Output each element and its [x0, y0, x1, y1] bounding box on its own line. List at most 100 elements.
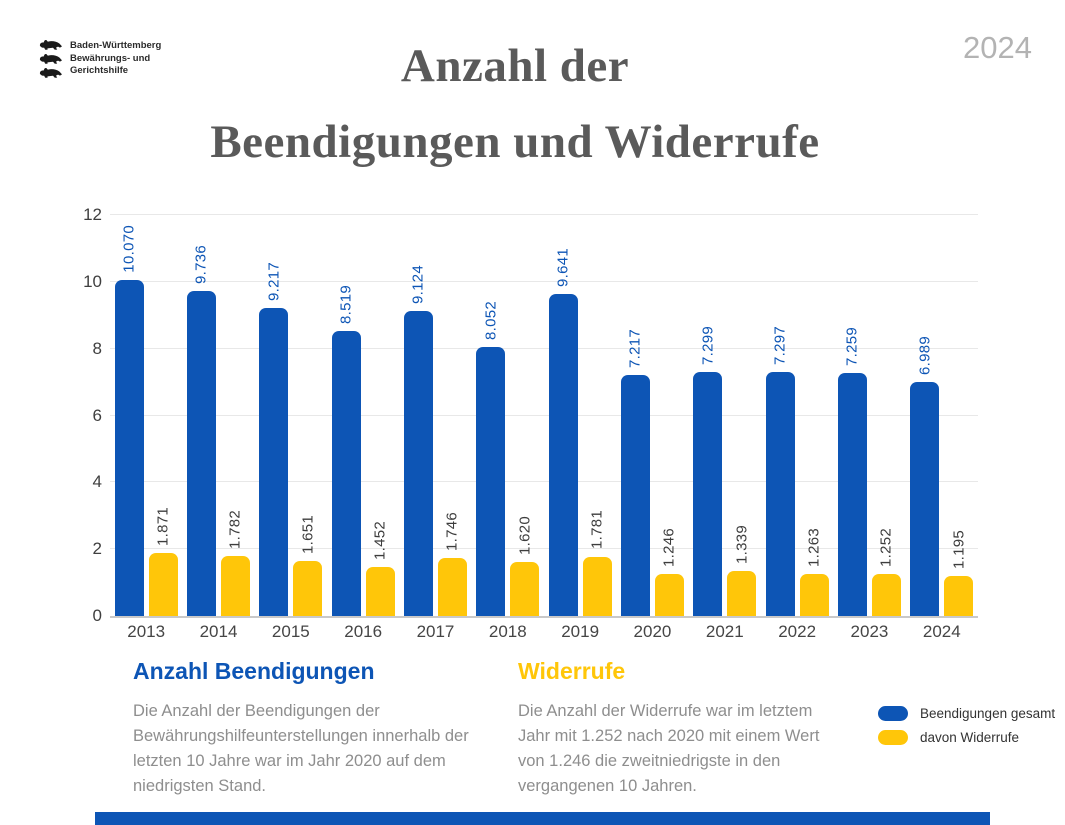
bar-beendigungen-gesamt-2024: 6.989 — [910, 336, 940, 616]
legend-label: Beendigungen gesamt — [920, 706, 1056, 721]
value-label: 1.746 — [443, 511, 461, 551]
gridline — [110, 548, 978, 550]
y-tick-label: 6 — [92, 405, 102, 425]
x-tick-label-2018: 2018 — [488, 622, 527, 641]
value-label: 7.297 — [771, 326, 789, 366]
bar-group-2015: 9.217 1.651 — [255, 215, 327, 616]
y-tick-label: 0 — [92, 606, 102, 625]
section-widerrufe-heading: Widerrufe — [518, 658, 626, 684]
section-widerrufe-body: Die Anzahl der Widerrufe war im letztem … — [518, 702, 820, 795]
value-label: 7.299 — [699, 326, 717, 366]
bar-beendigungen-gesamt-2021: 7.299 — [693, 326, 723, 616]
x-tick-label-2014: 2014 — [199, 622, 238, 641]
x-tick-label-2017: 2017 — [416, 622, 455, 641]
bar-beendigungen-gesamt-2015: 9.217 — [259, 262, 289, 616]
x-tick-label-2015: 2015 — [271, 622, 310, 641]
page-title-line1: Anzahl der — [400, 40, 630, 92]
bar-davon-widerrufe-2015: 1.651 — [293, 515, 323, 616]
x-tick-label-2019: 2019 — [561, 622, 600, 641]
section-beendigungen-heading: Anzahl Beendigungen — [133, 658, 375, 684]
bar-davon-widerrufe-2014: 1.782 — [220, 510, 250, 616]
bar-beendigungen-gesamt-2020: 7.217 — [620, 329, 650, 616]
value-label: 6.989 — [916, 336, 934, 376]
bar-beendigungen-gesamt-2016: 8.519 — [331, 285, 361, 616]
legend-item: davon Widerrufe — [878, 730, 1055, 745]
bar-beendigungen-gesamt-2019: 9.641 — [548, 248, 578, 616]
value-label: 7.259 — [843, 327, 861, 367]
bar-davon-widerrufe-2018: 1.620 — [510, 516, 540, 616]
bar-group-2023: 7.259 1.252 — [833, 215, 905, 616]
plot-area: 10.070 1.871 9.736 1.782 9.217 1.651 8.519 1.45… — [110, 214, 978, 618]
bar-group-2014: 9.736 1.782 — [182, 215, 254, 616]
bar-group-2020: 7.217 1.246 — [616, 215, 688, 616]
section-widerrufe: Widerrufe Die Anzahl der Widerrufe war i… — [518, 658, 834, 799]
value-label: 9.124 — [409, 265, 427, 305]
value-label: 1.651 — [299, 514, 317, 554]
value-label: 7.217 — [626, 328, 644, 368]
logo-line1: Baden-Württemberg — [70, 40, 162, 52]
value-label: 1.252 — [877, 528, 895, 568]
value-label: 1.782 — [226, 510, 244, 550]
bar-group-2019: 9.641 1.781 — [544, 215, 616, 616]
value-label: 9.736 — [192, 244, 210, 284]
value-label: 8.052 — [482, 300, 500, 340]
page-title-line2: Beendigungen und Widerrufe — [210, 116, 820, 168]
x-tick-label-2016: 2016 — [344, 622, 383, 641]
bar-davon-widerrufe-2019: 1.781 — [582, 510, 612, 616]
bar-group-2022: 7.297 1.263 — [761, 215, 833, 616]
logo-line3: Gerichtshilfe — [70, 65, 129, 77]
value-label: 1.263 — [805, 527, 823, 567]
y-tick-label: 4 — [92, 472, 102, 492]
x-tick-label-2022: 2022 — [778, 622, 817, 641]
x-tick-label-2021: 2021 — [705, 622, 744, 641]
bar-davon-widerrufe-2016: 1.452 — [365, 521, 395, 616]
y-tick-label: 2 — [92, 539, 102, 559]
bar-groups: 10.070 1.871 9.736 1.782 9.217 1.651 8.519 1.45… — [110, 215, 978, 616]
bar-group-2013: 10.070 1.871 — [110, 215, 182, 616]
value-label: 1.195 — [950, 530, 968, 570]
bw-logo: Baden-Württemberg Bewährungs- und Gerich… — [38, 38, 161, 80]
gridline — [110, 481, 978, 483]
legend-swatch-icon — [878, 730, 908, 745]
bar-group-2017: 9.124 1.746 — [399, 215, 471, 616]
bar-group-2024: 6.989 1.195 — [906, 215, 978, 616]
bar-davon-widerrufe-2020: 1.246 — [654, 528, 684, 616]
y-axis: 0 2 4 6 8 10 12 — [68, 205, 102, 625]
bw-logo-text: Baden-Württemberg Bewährungs- und Gerich… — [70, 40, 161, 78]
legend-label: davon Widerrufe — [920, 730, 1020, 745]
y-tick-label: 10 — [83, 271, 102, 291]
bar-davon-widerrufe-2017: 1.746 — [437, 512, 467, 616]
value-label: 9.217 — [265, 261, 283, 301]
value-label: 10.070 — [120, 224, 138, 273]
bar-group-2016: 8.519 1.452 — [327, 215, 399, 616]
x-tick-label-2023: 2023 — [850, 622, 889, 641]
x-tick-label-2024: 2024 — [922, 622, 961, 641]
legend-item: Beendigungen gesamt — [878, 706, 1055, 721]
legend-swatch-icon — [878, 706, 908, 721]
value-label: 1.339 — [733, 525, 751, 565]
gridline — [110, 414, 978, 416]
bar-group-2021: 7.299 1.339 — [689, 215, 761, 616]
x-tick-label-2020: 2020 — [633, 622, 672, 641]
bar-beendigungen-gesamt-2023: 7.259 — [837, 327, 867, 616]
bar-beendigungen-gesamt-2017: 9.124 — [403, 265, 433, 616]
x-tick-label-2013: 2013 — [127, 622, 166, 641]
gridline — [110, 347, 978, 349]
bar-beendigungen-gesamt-2014: 9.736 — [186, 245, 216, 616]
bar-group-2018: 8.052 1.620 — [472, 215, 544, 616]
gridline — [110, 280, 978, 282]
bar-davon-widerrufe-2023: 1.252 — [871, 528, 901, 616]
footer-accent-bar — [95, 812, 990, 825]
bar-beendigungen-gesamt-2022: 7.297 — [765, 326, 795, 616]
bar-davon-widerrufe-2024: 1.195 — [944, 530, 974, 616]
bar-beendigungen-gesamt-2013: 10.070 — [114, 225, 144, 616]
logo-line2: Bewährungs- und — [70, 52, 151, 64]
y-tick-label: 12 — [83, 205, 102, 224]
value-label: 1.452 — [371, 521, 389, 561]
bar-davon-widerrufe-2021: 1.339 — [727, 525, 757, 616]
gridline — [110, 214, 978, 215]
value-label: 8.519 — [337, 285, 355, 325]
bar-davon-widerrufe-2013: 1.871 — [148, 507, 178, 616]
bar-beendigungen-gesamt-2018: 8.052 — [476, 301, 506, 616]
y-tick-label: 8 — [92, 338, 102, 358]
